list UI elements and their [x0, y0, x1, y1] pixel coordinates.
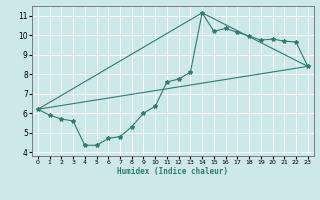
X-axis label: Humidex (Indice chaleur): Humidex (Indice chaleur) — [117, 167, 228, 176]
